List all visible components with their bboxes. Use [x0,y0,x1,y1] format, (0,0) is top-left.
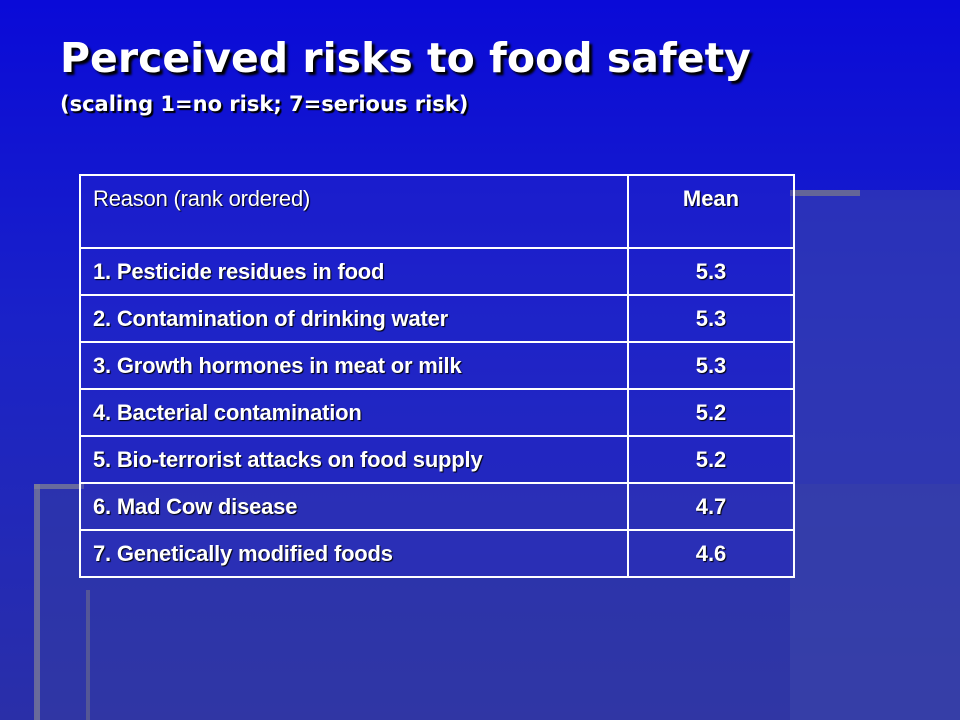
table-row: 7. Genetically modified foods 4.6 [79,529,795,578]
table-row: 3. Growth hormones in meat or milk 5.3 [79,341,795,390]
reason-cell: 5. Bio-terrorist attacks on food supply [79,435,629,484]
mean-value: 5.2 [695,447,727,472]
table-row: 1. Pesticide residues in food 5.3 [79,247,795,296]
mean-cell: 5.2 [627,435,795,484]
reason-text: 5. Bio-terrorist attacks on food supply [93,447,483,472]
reason-cell: 3. Growth hormones in meat or milk [79,341,629,390]
mean-cell: 5.3 [627,294,795,343]
mean-cell: 5.3 [627,341,795,390]
risk-table: Reason (rank ordered) Mean 1. Pesticide … [79,174,795,578]
header-mean-label: Mean [682,186,740,211]
table-row: 5. Bio-terrorist attacks on food supply … [79,435,795,484]
slide-title: Perceived risks to food safety [60,34,751,82]
table-row: 6. Mad Cow disease 4.7 [79,482,795,531]
header-reason: Reason (rank ordered) [79,174,629,249]
header-reason-label: Reason (rank ordered) [93,186,311,211]
mean-cell: 4.7 [627,482,795,531]
slide-subtitle: (scaling 1=no risk; 7=serious risk) [60,92,469,116]
mean-value: 4.6 [695,541,727,566]
reason-text: 4. Bacterial contamination [93,400,362,425]
reason-text: 7. Genetically modified foods [93,541,393,566]
reason-cell: 1. Pesticide residues in food [79,247,629,296]
background-panel-right [790,190,960,720]
reason-text: 1. Pesticide residues in food [93,259,385,284]
mean-cell: 5.2 [627,388,795,437]
reason-cell: 7. Genetically modified foods [79,529,629,578]
table-row: 2. Contamination of drinking water 5.3 [79,294,795,343]
background-accent-bar [790,190,860,196]
reason-cell: 6. Mad Cow disease [79,482,629,531]
mean-value: 4.7 [695,494,727,519]
mean-value: 5.2 [695,400,727,425]
background-accent-line-bottom [34,484,84,489]
background-accent-line-inner [86,590,90,720]
mean-cell: 5.3 [627,247,795,296]
reason-text: 6. Mad Cow disease [93,494,298,519]
reason-text: 3. Growth hormones in meat or milk [93,353,462,378]
header-mean: Mean [627,174,795,249]
table-header-row: Reason (rank ordered) Mean [79,174,795,249]
reason-cell: 4. Bacterial contamination [79,388,629,437]
mean-value: 5.3 [695,353,727,378]
mean-value: 5.3 [695,259,727,284]
reason-text: 2. Contamination of drinking water [93,306,448,331]
table-row: 4. Bacterial contamination 5.2 [79,388,795,437]
reason-cell: 2. Contamination of drinking water [79,294,629,343]
background-accent-line-left [34,484,40,720]
mean-value: 5.3 [695,306,727,331]
mean-cell: 4.6 [627,529,795,578]
